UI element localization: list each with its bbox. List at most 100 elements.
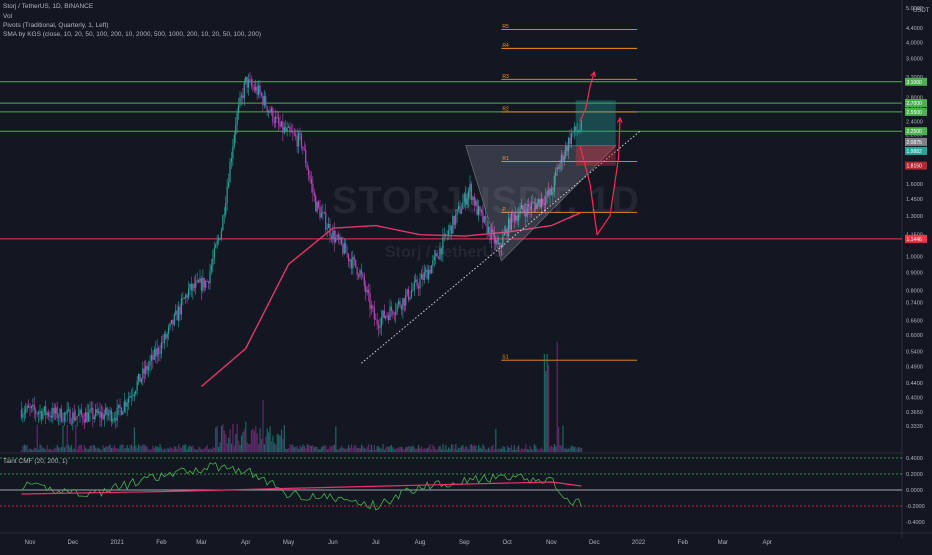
candle-body [196, 280, 198, 282]
volume-bar [106, 446, 108, 452]
volume-bar [40, 445, 43, 452]
y-tick-label: 0.7400 [906, 301, 923, 307]
candle-body [342, 244, 344, 254]
candle-body [155, 349, 157, 357]
candle-body [263, 95, 265, 106]
candle-body [113, 418, 115, 419]
volume-bar [246, 442, 248, 452]
volume-bar [163, 448, 165, 452]
volume-bar [119, 445, 121, 452]
candle-body [442, 236, 444, 255]
volume-bar [252, 428, 254, 452]
volume-bar [30, 449, 33, 452]
volume-bar [86, 449, 88, 452]
volume-bar [158, 447, 160, 452]
candle-body [525, 212, 527, 217]
volume-bar [492, 445, 494, 452]
candle-body [453, 215, 455, 225]
volume-bar [499, 449, 501, 452]
volume-bar [256, 433, 258, 452]
volume-bar [166, 448, 168, 452]
volume-bar [62, 425, 64, 452]
candle-body [357, 275, 360, 277]
volume-bar [460, 445, 463, 452]
price-badge-label: 1.9882 [907, 149, 923, 155]
volume-bar [472, 445, 474, 452]
candle-body [252, 85, 254, 87]
candle-body [572, 132, 574, 134]
volume-bar [422, 448, 424, 452]
candle-body [33, 404, 35, 411]
candle-body [455, 214, 457, 225]
candle-body [106, 407, 108, 416]
volume-bar [266, 428, 268, 452]
candle-body [425, 269, 427, 273]
volume-bar [420, 446, 423, 452]
volume-bar [462, 444, 464, 452]
candle-body [127, 397, 130, 403]
candle-body [102, 412, 104, 420]
candle-body [580, 120, 583, 130]
y-tick-label: 0.5400 [906, 349, 923, 355]
volume-bar [228, 437, 230, 452]
volume-bar [298, 448, 300, 452]
volume-bar [165, 449, 167, 452]
volume-bar [272, 435, 274, 452]
volume-bar [532, 449, 534, 452]
candle-body [225, 203, 227, 215]
candle-body [305, 150, 307, 164]
volume-bar [295, 446, 297, 452]
volume-bar [112, 447, 114, 452]
volume-bar [168, 448, 170, 452]
candle-body [556, 167, 558, 172]
candle-body [143, 368, 145, 374]
candle-body [109, 410, 111, 414]
volume-bar [205, 446, 207, 452]
candle-body [70, 423, 73, 425]
candle-body [547, 191, 550, 196]
candle-body [545, 196, 547, 206]
y-tick-label: 1.6000 [906, 182, 923, 188]
candle-body [480, 210, 483, 213]
volume-bar [396, 448, 398, 452]
candle-body [246, 76, 248, 88]
candle-body [290, 130, 293, 133]
candle-body [183, 298, 185, 299]
volume-bar [413, 447, 415, 452]
volume-bar [223, 430, 225, 452]
volume-bar [229, 429, 231, 452]
level-badge: 2.7000 [905, 99, 927, 108]
candle-body [417, 286, 420, 289]
volume-bar [519, 449, 521, 452]
candle-body [322, 212, 324, 213]
volume-bar [319, 449, 321, 452]
volume-bar [238, 440, 240, 452]
candle-body [289, 126, 291, 131]
candle-body [75, 417, 77, 421]
candle-body [313, 192, 315, 196]
level-badge-bg [905, 77, 927, 86]
volume-bar [190, 446, 193, 452]
candle-body [215, 244, 217, 248]
volume-bar [458, 447, 460, 452]
volume-bar [353, 445, 355, 452]
candle-body [487, 226, 490, 235]
volume-bar [392, 447, 394, 452]
volume-bar [152, 445, 154, 452]
volume-bar [56, 445, 58, 452]
volume-bar [352, 447, 354, 452]
volume-bar [388, 447, 390, 452]
candle-body [423, 272, 425, 280]
volume-bar [98, 447, 100, 452]
volume-bar [446, 449, 448, 452]
candle-body [440, 248, 443, 255]
volume-bar [226, 443, 228, 452]
volume-bar [258, 444, 260, 452]
x-tick-label: Sep [459, 540, 470, 546]
volume-bar [419, 448, 421, 452]
candle-body [450, 225, 453, 234]
volume-bar [570, 445, 573, 452]
volume-bar [68, 444, 70, 452]
